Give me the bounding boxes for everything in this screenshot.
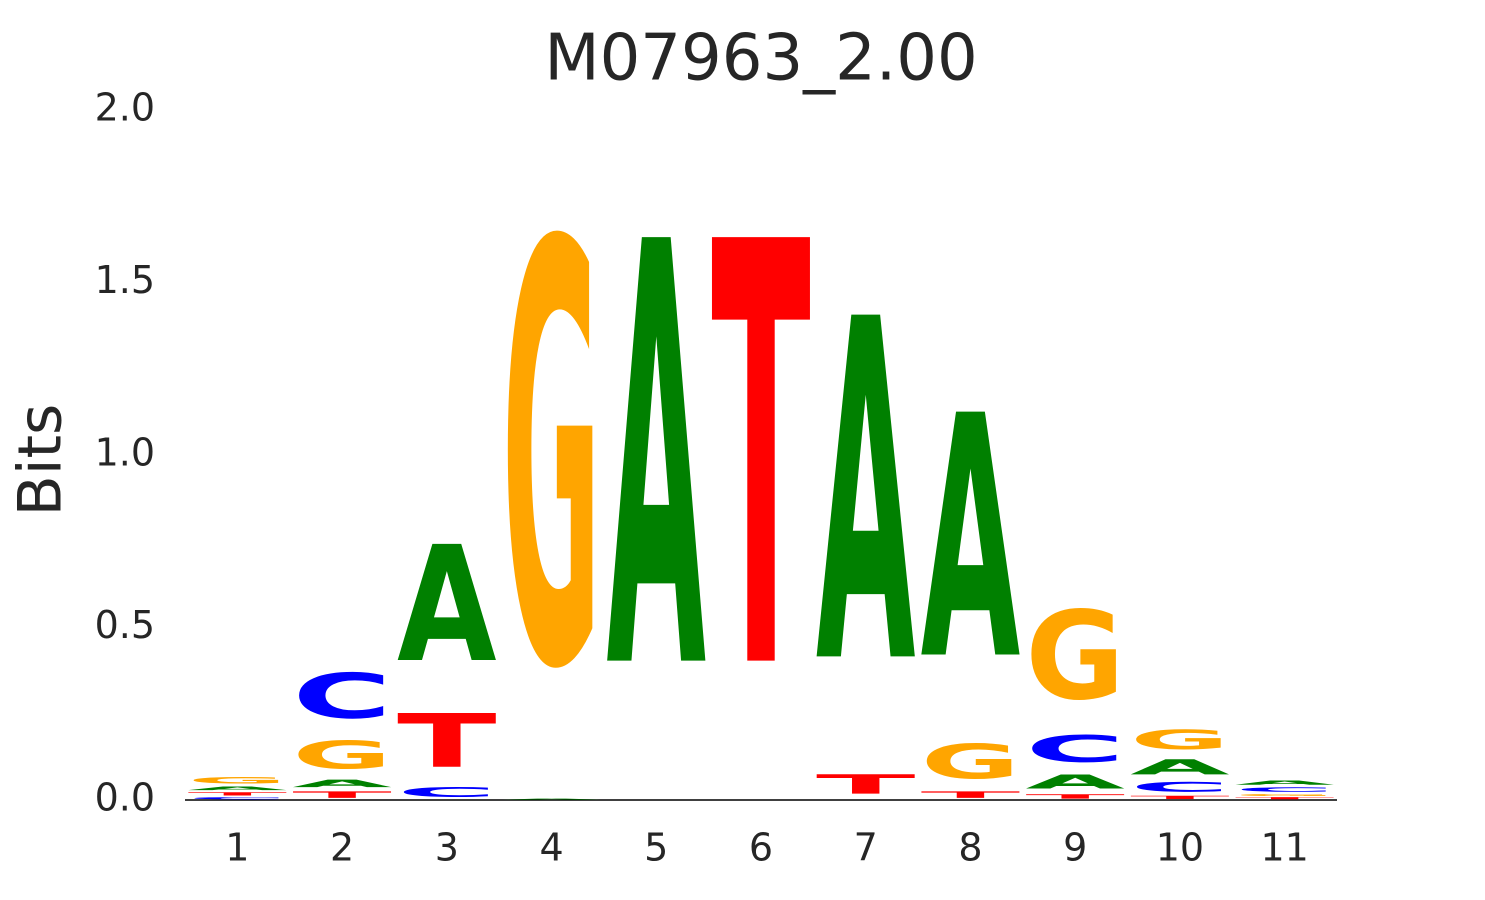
x-tick-label: 5 <box>644 826 668 870</box>
letter: T <box>397 699 497 784</box>
letter: G <box>1130 724 1229 755</box>
letter: C <box>1235 786 1334 793</box>
letter: A <box>816 223 916 769</box>
x-tick-label: 1 <box>225 826 249 870</box>
letter: G <box>921 735 1020 790</box>
letter: T <box>711 122 811 798</box>
y-axis-label: Bits <box>6 404 76 517</box>
letter: T <box>816 769 915 800</box>
letter: G <box>1235 793 1334 796</box>
letter: C <box>397 785 496 800</box>
x-tick-label: 6 <box>749 826 773 870</box>
x-tick-label: 7 <box>854 826 878 870</box>
letter: T <box>921 790 1020 800</box>
letter: G <box>292 733 391 777</box>
letter: C <box>1025 728 1124 771</box>
x-tick-label: 8 <box>958 826 982 870</box>
letter: A <box>1130 755 1229 779</box>
chart-title: M07963_2.00 <box>544 22 977 96</box>
letter: A <box>292 778 392 790</box>
letter: A <box>1025 771 1124 793</box>
letter: A <box>188 786 287 792</box>
y-tick-label: 0.0 <box>95 776 155 820</box>
letter: T <box>292 790 391 800</box>
letter: G <box>1025 587 1124 728</box>
y-tick-label: 2.0 <box>95 86 155 130</box>
y-tick-label: 1.5 <box>95 258 155 302</box>
letter: T <box>1235 797 1334 800</box>
x-tick-label: 10 <box>1156 826 1204 870</box>
letter: A <box>397 514 496 699</box>
letter: A <box>502 798 601 800</box>
letter: C <box>1130 779 1229 794</box>
letter: A <box>1235 779 1334 786</box>
y-tick-label: 0.5 <box>95 603 155 647</box>
letter: A <box>921 346 1020 734</box>
letter: C <box>292 660 391 732</box>
letter: G <box>502 124 601 797</box>
letter: A <box>607 123 707 798</box>
x-tick-label: 2 <box>330 826 354 870</box>
letter: T <box>188 791 287 796</box>
letter: T <box>1025 793 1124 800</box>
x-tick-label: 9 <box>1063 826 1087 870</box>
letter: G <box>188 775 287 785</box>
x-tick-label: 3 <box>435 826 459 870</box>
letter: T <box>1130 795 1229 800</box>
letter: C <box>188 797 288 800</box>
x-tick-label: 11 <box>1260 826 1308 870</box>
y-tick-label: 1.0 <box>95 431 155 475</box>
x-tick-label: 4 <box>539 826 563 870</box>
